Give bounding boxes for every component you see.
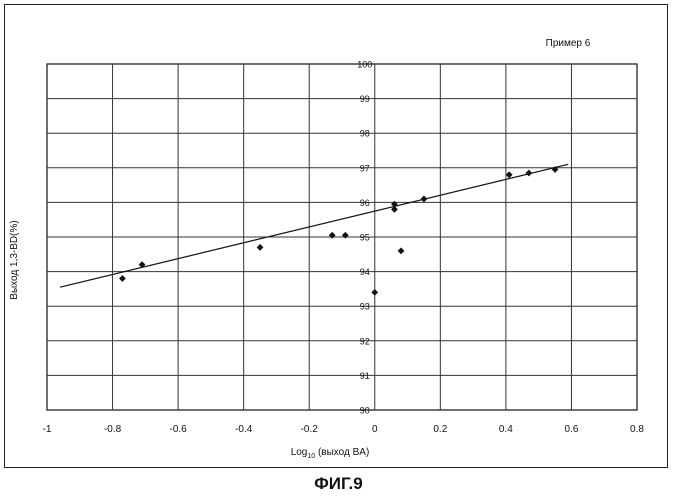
x-tick-label: 0.2	[433, 424, 447, 435]
y-tick-label: 90	[360, 406, 370, 416]
y-tick-label: 92	[360, 336, 370, 346]
data-point	[398, 247, 405, 254]
x-tick-label: 0.6	[564, 424, 578, 435]
scatter-chart: Пример 6 -1 -0.8 -0.6 -0.4 -0.2 0 0.2 0.4 0.6 0.8…	[0, 0, 677, 470]
data-point	[525, 170, 532, 177]
trendline	[60, 164, 568, 287]
y-axis-label: Выход 1,3-BD(%)	[9, 220, 20, 299]
y-tick-label: 95	[360, 233, 370, 243]
x-tick-labels: -1 -0.8 -0.6 -0.4 -0.2 0 0.2 0.4 0.6 0.8	[43, 424, 645, 435]
data-points	[119, 166, 558, 296]
chart-title: Пример 6	[546, 38, 591, 49]
trendline-group	[60, 164, 568, 287]
data-point	[371, 289, 378, 296]
data-point	[257, 244, 264, 251]
x-tick-label: -0.2	[301, 424, 319, 435]
x-tick-label: -0.8	[104, 424, 122, 435]
x-tick-label: 0.4	[499, 424, 513, 435]
y-tick-label: 93	[360, 302, 370, 312]
data-point	[421, 196, 428, 203]
grid	[47, 64, 637, 410]
y-tick-label: 96	[360, 198, 370, 208]
data-point	[119, 275, 126, 282]
y-tick-label: 97	[360, 163, 370, 173]
y-tick-label: 99	[360, 94, 370, 104]
x-tick-label: -0.4	[235, 424, 253, 435]
x-tick-label: -0.6	[169, 424, 187, 435]
x-tick-label: -1	[43, 424, 52, 435]
x-axis-label: Log10 (выход BA)	[291, 447, 370, 460]
y-tick-label: 100	[357, 60, 372, 70]
y-tick-label: 98	[360, 129, 370, 139]
data-point	[329, 232, 336, 239]
y-tick-label: 91	[360, 371, 370, 381]
y-tick-label: 94	[360, 267, 370, 277]
data-point	[506, 171, 513, 178]
x-tick-label: 0	[372, 424, 378, 435]
figure-caption: ФИГ.9	[0, 474, 677, 494]
data-point	[342, 232, 349, 239]
x-tick-label: 0.8	[630, 424, 644, 435]
